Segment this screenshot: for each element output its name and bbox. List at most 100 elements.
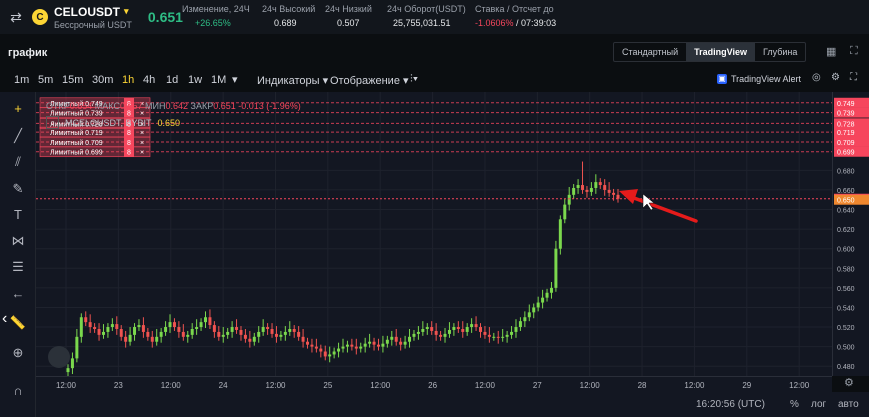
collapse-chevron-icon[interactable]: ‹ — [2, 310, 8, 327]
funding-countdown: / 07:39:03 — [516, 18, 557, 28]
tab-standard[interactable]: Стандартный — [622, 47, 679, 57]
candlestick-chart[interactable]: Лимитный 0.749 8 ×Лимитный 0.739 8 ×Лимитный… — [36, 92, 832, 376]
candle-body — [443, 333, 447, 337]
candle-body — [292, 328, 296, 332]
candle-body — [385, 339, 389, 344]
price-scale[interactable]: 0.680 0.660 0.640 0.620 0.600 0.580 0.560 0.540… — [832, 92, 869, 376]
timeframe-1d[interactable]: 1d — [166, 74, 179, 86]
price-tick-label: 0.600 — [837, 247, 855, 254]
indicators-button[interactable]: Индикаторы ▾ — [257, 75, 329, 87]
order-qty-text: 8 — [127, 150, 131, 157]
tradingview-alert-button[interactable]: ▣ TradingView Alert — [717, 72, 801, 86]
candle-body — [465, 327, 469, 332]
time-scale[interactable]: 12:00 23 12:00 24 12:00 25 12:00 26 12:00 27 12:00… — [36, 376, 832, 392]
ruler-icon[interactable]: 📏 — [9, 315, 27, 330]
candle-body — [110, 324, 114, 328]
candle-body — [425, 327, 429, 329]
order-label: Лимитный 0.699 8 × — [39, 146, 151, 158]
log-scale-toggle[interactable]: лог — [811, 399, 827, 410]
legend-low-label: МИН — [145, 101, 166, 111]
chart-area[interactable]: Лимитный 0.749 8 × Лимитный 0.739 8 × Лимитный… — [36, 92, 832, 376]
ticker-header: ⇄ C CELOUSDT ▾ Бессрочный USDT 0.651 — [0, 0, 869, 34]
candle-body — [168, 322, 172, 328]
candle-body — [598, 182, 602, 186]
pattern-tool-icon[interactable]: ⋈ — [11, 233, 25, 248]
candle-body — [492, 336, 496, 338]
candle-body — [452, 327, 456, 330]
candle-body — [332, 351, 336, 355]
candle-body — [381, 343, 385, 347]
candle-body — [261, 327, 265, 332]
order-qty-box — [124, 127, 134, 138]
candle-body — [306, 341, 310, 345]
swap-icon[interactable]: ⇄ — [10, 8, 22, 25]
candle-body — [279, 334, 283, 337]
grid-layout-icon[interactable]: ▦ — [826, 46, 837, 58]
candle-body — [66, 368, 70, 373]
text-tool-icon[interactable]: T — [14, 207, 22, 222]
candle-body — [150, 336, 154, 342]
candle-body — [252, 336, 256, 342]
candle-body — [75, 336, 79, 359]
candle-body — [589, 187, 593, 192]
symbol-block[interactable]: CELOUSDT ▾ Бессрочный USDT — [54, 5, 132, 30]
price-tick-label: 0.560 — [837, 286, 855, 293]
fib-retracement-icon[interactable]: ☰ — [12, 259, 24, 274]
auto-scale-toggle[interactable]: авто — [838, 399, 859, 410]
timeframe-5m[interactable]: 5m — [38, 74, 54, 86]
timeframe-4h[interactable]: 4h — [143, 74, 156, 86]
candle-body — [541, 297, 545, 303]
price-label-box — [834, 97, 869, 108]
timeframe-1w[interactable]: 1w — [188, 74, 203, 86]
timeframe-30m[interactable]: 30m — [92, 74, 114, 86]
tab-depth[interactable]: Глубина — [763, 47, 798, 57]
display-button[interactable]: Отображение ▾ — [330, 75, 409, 87]
magnet-icon[interactable]: ∩ — [13, 383, 23, 398]
stat-label: 24ч Оборот(USDT) — [387, 4, 466, 14]
time-tick-label: 23 — [114, 381, 123, 390]
candle-body — [594, 182, 598, 188]
brush-icon[interactable]: ✎ — [12, 181, 24, 196]
drawing-settings-icon[interactable]: ⫶▾ — [410, 73, 419, 85]
time-tick-label: 25 — [323, 381, 332, 390]
candle-body — [217, 331, 221, 337]
candle-body — [115, 324, 119, 329]
legend-open: 0.654 — [69, 101, 93, 111]
price-label-text: 0.728 — [837, 121, 855, 128]
candle-body — [119, 328, 123, 337]
candle-body — [239, 329, 243, 335]
legend-collapse-icon[interactable]: ⌄ — [46, 116, 59, 129]
fullscreen-icon[interactable]: ⛶ — [850, 45, 858, 57]
percent-scale-toggle[interactable]: % — [790, 399, 799, 410]
crosshair-icon[interactable]: + — [14, 101, 22, 116]
candle-body — [106, 327, 110, 332]
timeframe-more-caret-icon[interactable]: ▾ — [232, 74, 238, 86]
candle-body — [190, 328, 194, 335]
candle-body — [310, 344, 314, 347]
candle-body — [558, 219, 562, 249]
trend-line-icon[interactable]: ╱ — [14, 128, 22, 143]
settings-gear-icon[interactable]: ⚙ — [831, 72, 840, 83]
parallel-channel-icon[interactable]: ⫽ — [15, 154, 21, 169]
zoom-in-icon[interactable]: ⊕ — [12, 345, 24, 360]
candle-body — [345, 344, 349, 347]
fullscreen-chart-icon[interactable]: ⛶ — [850, 72, 857, 83]
candle-body — [612, 192, 616, 195]
candle-body — [545, 292, 549, 298]
candle-body — [354, 346, 358, 349]
price-label-text: 0.719 — [837, 130, 855, 137]
camera-icon[interactable]: ◎ — [812, 72, 821, 83]
arrow-back-icon[interactable]: ← — [11, 286, 25, 301]
order-label: Лимитный 0.739 8 × — [39, 107, 151, 118]
timeframe-1m[interactable]: 1m — [14, 74, 30, 86]
time-scale-settings-icon[interactable]: ⚙ — [844, 377, 854, 389]
time-tick-label: 12:00 — [475, 381, 496, 390]
tab-tradingview[interactable]: TradingView — [686, 43, 756, 61]
ohlc-legend: ОТКР0.654 МАКС0.657 МИН0.642 ЗАКР0.651 -… — [46, 101, 301, 111]
timeframe-15m[interactable]: 15m — [62, 74, 84, 86]
utc-clock[interactable]: 16:20:56 (UTC) — [696, 399, 765, 410]
timeframe-1h[interactable]: 1h — [122, 74, 135, 86]
candle-body — [274, 333, 278, 337]
last-price: 0.651 — [147, 9, 183, 25]
timeframe-1M[interactable]: 1M — [211, 74, 227, 86]
